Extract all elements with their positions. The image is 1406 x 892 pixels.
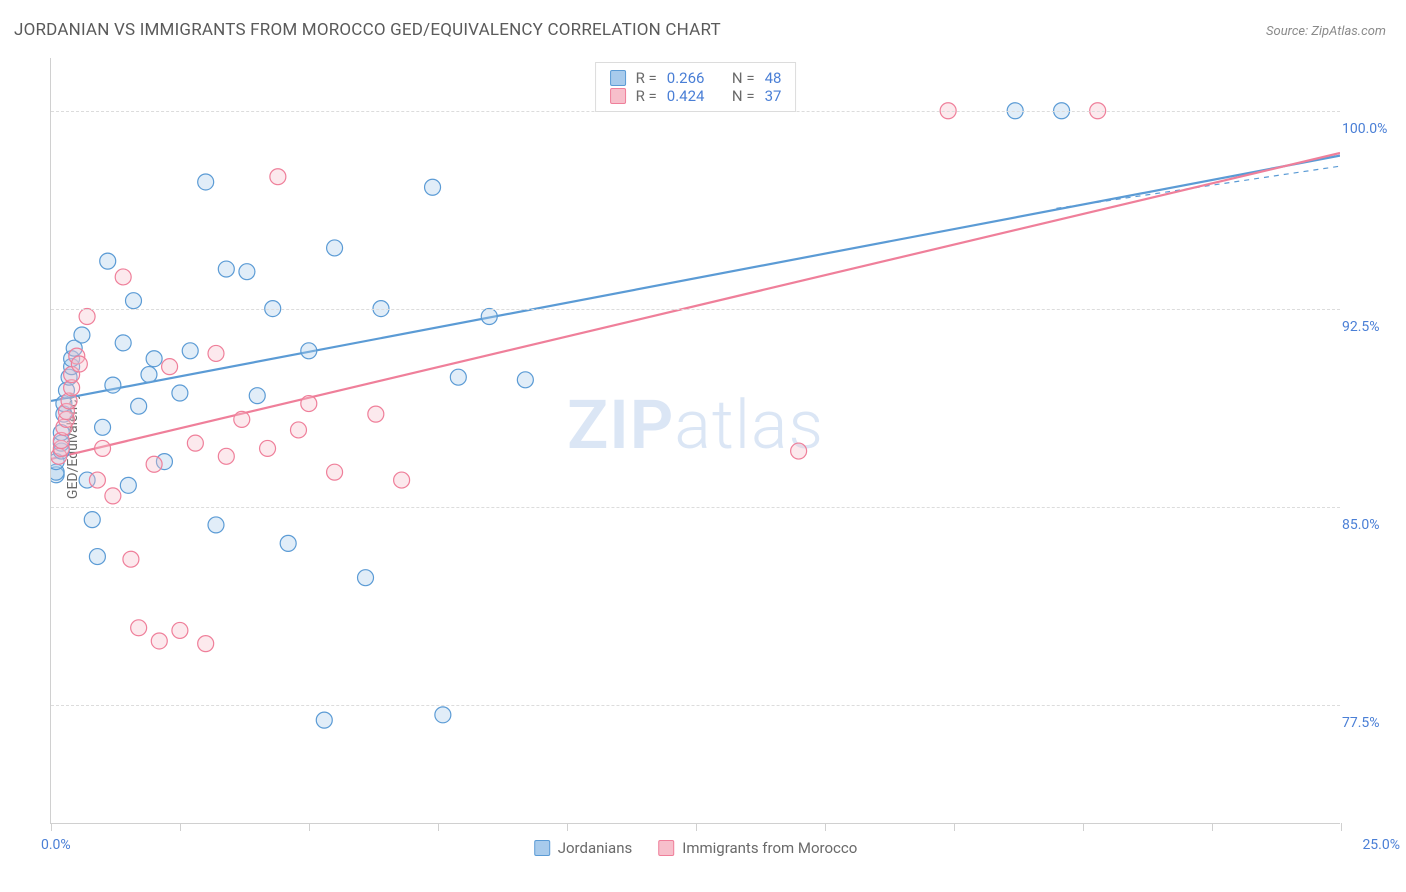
data-point bbox=[218, 448, 234, 464]
data-point bbox=[146, 351, 162, 367]
data-point bbox=[131, 398, 147, 414]
data-point bbox=[270, 169, 286, 185]
data-point bbox=[172, 385, 188, 401]
stats-row-series-0: R = 0.266 N = 48 bbox=[610, 69, 782, 87]
x-tick bbox=[1341, 823, 1342, 831]
data-point bbox=[239, 264, 255, 280]
data-point bbox=[146, 456, 162, 472]
data-point bbox=[172, 622, 188, 638]
data-point bbox=[120, 477, 136, 493]
correlation-stats-box: R = 0.266 N = 48 R = 0.424 N = 37 bbox=[595, 62, 797, 112]
x-tick bbox=[696, 823, 697, 831]
gridline-h bbox=[51, 507, 1340, 508]
data-point bbox=[301, 396, 317, 412]
x-tick bbox=[1083, 823, 1084, 831]
data-point bbox=[435, 707, 451, 723]
data-point bbox=[198, 636, 214, 652]
source-attribution: Source: ZipAtlas.com bbox=[1266, 24, 1386, 39]
data-point bbox=[208, 517, 224, 533]
data-point bbox=[151, 633, 167, 649]
y-tick-label: 85.0% bbox=[1342, 517, 1402, 533]
x-axis-min-label: 0.0% bbox=[41, 837, 71, 853]
data-point bbox=[126, 293, 142, 309]
data-point bbox=[95, 440, 111, 456]
data-point bbox=[100, 253, 116, 269]
data-point bbox=[105, 488, 121, 504]
data-point bbox=[425, 179, 441, 195]
data-point bbox=[450, 369, 466, 385]
x-tick bbox=[438, 823, 439, 831]
x-tick bbox=[567, 823, 568, 831]
data-point bbox=[208, 345, 224, 361]
data-point bbox=[115, 269, 131, 285]
data-point bbox=[84, 512, 100, 528]
plot-area: ZIPatlas R = 0.266 N = 48 R = 0.424 N = … bbox=[50, 58, 1340, 824]
data-point bbox=[481, 309, 497, 325]
data-point bbox=[260, 440, 276, 456]
n-value-series-1: 37 bbox=[765, 87, 782, 105]
x-tick bbox=[309, 823, 310, 831]
legend-item-0: Jordanians bbox=[534, 839, 633, 857]
data-point bbox=[327, 464, 343, 480]
legend: Jordanians Immigrants from Morocco bbox=[534, 839, 858, 857]
data-point bbox=[182, 343, 198, 359]
data-point bbox=[368, 406, 384, 422]
data-point bbox=[198, 174, 214, 190]
data-point bbox=[131, 620, 147, 636]
x-tick bbox=[180, 823, 181, 831]
x-axis-max-label: 25.0% bbox=[1362, 837, 1400, 853]
data-point bbox=[358, 570, 374, 586]
data-point bbox=[316, 712, 332, 728]
data-point bbox=[791, 443, 807, 459]
data-point bbox=[123, 551, 139, 567]
x-tick bbox=[954, 823, 955, 831]
data-point bbox=[234, 411, 250, 427]
data-point bbox=[115, 335, 131, 351]
y-tick-label: 77.5% bbox=[1342, 715, 1402, 731]
x-tick bbox=[1212, 823, 1213, 831]
swatch-series-1 bbox=[610, 88, 626, 104]
data-point bbox=[89, 472, 105, 488]
chart-title: JORDANIAN VS IMMIGRANTS FROM MOROCCO GED… bbox=[14, 20, 721, 40]
data-point bbox=[394, 472, 410, 488]
data-point bbox=[105, 377, 121, 393]
data-point bbox=[141, 367, 157, 383]
data-point bbox=[89, 549, 105, 565]
gridline-h bbox=[51, 111, 1340, 112]
y-tick-label: 92.5% bbox=[1342, 319, 1402, 335]
legend-swatch-0 bbox=[534, 840, 550, 856]
gridline-h bbox=[51, 705, 1340, 706]
x-tick bbox=[825, 823, 826, 831]
legend-item-1: Immigrants from Morocco bbox=[658, 839, 857, 857]
data-point bbox=[95, 419, 111, 435]
chart-container: JORDANIAN VS IMMIGRANTS FROM MOROCCO GED… bbox=[0, 0, 1406, 892]
scatter-points-layer bbox=[51, 58, 1340, 823]
data-point bbox=[301, 343, 317, 359]
gridline-h bbox=[51, 309, 1340, 310]
legend-swatch-1 bbox=[658, 840, 674, 856]
n-value-series-0: 48 bbox=[765, 69, 782, 87]
data-point bbox=[327, 240, 343, 256]
data-point bbox=[218, 261, 234, 277]
data-point bbox=[249, 388, 265, 404]
data-point bbox=[79, 309, 95, 325]
data-point bbox=[280, 535, 296, 551]
y-tick-label: 100.0% bbox=[1342, 121, 1402, 137]
r-value-series-1: 0.424 bbox=[667, 87, 705, 105]
data-point bbox=[290, 422, 306, 438]
data-point bbox=[74, 327, 90, 343]
swatch-series-0 bbox=[610, 70, 626, 86]
data-point bbox=[517, 372, 533, 388]
data-point bbox=[162, 359, 178, 375]
data-point bbox=[71, 356, 87, 372]
r-value-series-0: 0.266 bbox=[667, 69, 705, 87]
stats-row-series-1: R = 0.424 N = 37 bbox=[610, 87, 782, 105]
x-tick bbox=[51, 823, 52, 831]
data-point bbox=[187, 435, 203, 451]
